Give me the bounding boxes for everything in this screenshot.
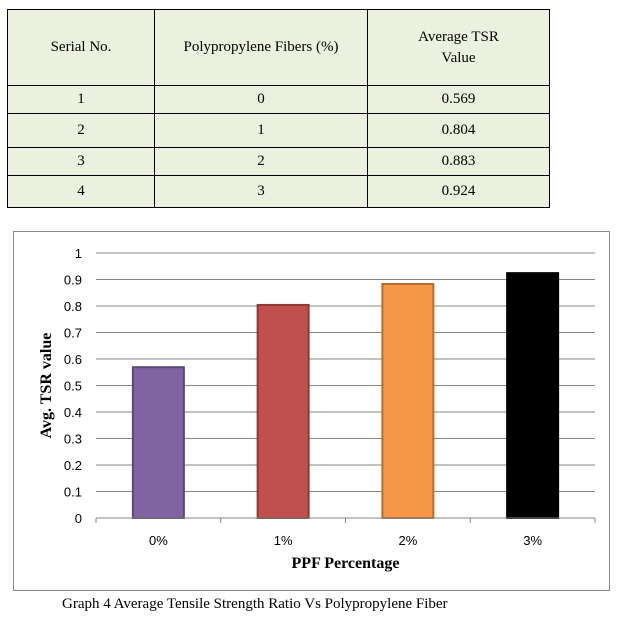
y-tick-label: 0.1 [64, 485, 82, 500]
x-tick-label: 2% [398, 533, 417, 548]
y-tick-label: 0 [75, 511, 82, 526]
y-tick-label: 0.3 [64, 432, 82, 447]
y-tick-label: 0.5 [64, 379, 82, 394]
table-row: 1 0 0.569 [7, 85, 550, 114]
x-tick-label: 0% [149, 533, 168, 548]
y-tick-label: 0.4 [64, 405, 82, 420]
y-tick-label: 0.2 [64, 458, 82, 473]
fiber-percent-cell: 2 [154, 147, 368, 176]
tsr-value-cell: 0.569 [367, 85, 550, 114]
y-tick-label: 0.9 [64, 273, 82, 288]
fiber-percent-cell: 0 [154, 85, 368, 114]
table-row: 4 3 0.924 [7, 175, 550, 208]
figure-caption: Graph 4 Average Tensile Strength Ratio V… [62, 596, 448, 612]
tsr-value-cell: 0.924 [367, 175, 550, 208]
fiber-percent-cell: 3 [154, 175, 368, 208]
header-serial-no: Serial No. [7, 9, 155, 86]
axes [95, 517, 596, 523]
bar-3pct [506, 272, 560, 519]
y-axis-title: Avg. TSR value [38, 333, 55, 439]
header-polypropylene-fibers: Polypropylene Fibers (%) [154, 9, 368, 86]
serial-cell: 2 [7, 113, 155, 148]
header-average-tsr: Average TSR Value [367, 9, 550, 86]
bar-chart: 0 0.1 0.2 0.3 0.4 0.5 0.6 0.7 0.8 0.9 1 0% 1% 2% 3% Av… [38, 246, 596, 572]
x-axis-title: PPF Percentage [292, 555, 400, 572]
y-tick-label: 0.7 [64, 326, 82, 341]
serial-cell: 1 [7, 85, 155, 114]
chart-area: 0 0.1 0.2 0.3 0.4 0.5 0.6 0.7 0.8 0.9 1 0% 1% 2% 3% Av… [13, 231, 610, 591]
y-tick-label: 1 [75, 246, 82, 261]
y-tick-label: 0.8 [64, 299, 82, 314]
serial-cell: 3 [7, 147, 155, 176]
x-tick-label: 1% [274, 533, 293, 548]
tsr-value-cell: 0.883 [367, 147, 550, 176]
bar-2pct [381, 283, 435, 519]
fiber-percent-cell: 1 [154, 113, 368, 148]
tsr-value-cell: 0.804 [367, 113, 550, 148]
table-row: 2 1 0.804 [7, 113, 550, 148]
tsr-data-table: Serial No. Polypropylene Fibers (%) Aver… [7, 9, 550, 208]
serial-cell: 4 [7, 175, 155, 208]
table-header-row: Serial No. Polypropylene Fibers (%) Aver… [7, 9, 550, 86]
tick-labels: 0 0.1 0.2 0.3 0.4 0.5 0.6 0.7 0.8 0.9 1 0% 1% 2% 3% [64, 246, 543, 548]
table-row: 3 2 0.883 [7, 147, 550, 176]
bar-1pct [256, 303, 310, 519]
y-tick-label: 0.6 [64, 352, 82, 367]
bars [131, 272, 560, 519]
bar-0pct [131, 366, 185, 519]
x-tick-label: 3% [523, 533, 542, 548]
